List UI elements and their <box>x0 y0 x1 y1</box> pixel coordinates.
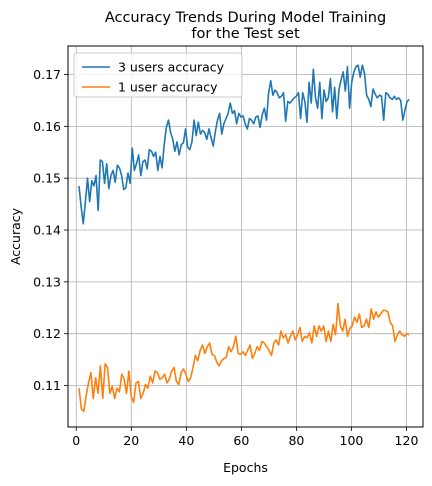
y-tick-label: 0.14 <box>33 223 61 238</box>
y-tick-label: 0.17 <box>33 67 61 82</box>
series-lines <box>78 64 410 413</box>
legend: 3 users accuracy 1 user accuracy <box>73 52 243 98</box>
x-tick-label: 40 <box>178 433 194 448</box>
series-line-3-users-accuracy <box>78 64 410 225</box>
chart-title-line-1: Accuracy Trends During Model Training <box>105 10 386 26</box>
axis-ticks: 0 20 40 60 80 100 120 0.11 0.12 0.13 0.14 0.15 0.16 0… <box>33 67 418 448</box>
plot-area-frame <box>67 45 424 428</box>
y-tick-label: 0.11 <box>33 378 61 393</box>
y-axis-label: Accuracy <box>8 207 23 265</box>
x-tick-label: 60 <box>233 433 249 448</box>
x-tick-label: 20 <box>123 433 139 448</box>
series-line-1-user-accuracy <box>78 302 410 413</box>
x-tick-label: 120 <box>395 433 419 448</box>
y-tick-label: 0.15 <box>33 171 61 186</box>
legend-label-1-user: 1 user accuracy <box>118 80 218 95</box>
y-tick-label: 0.13 <box>33 274 61 289</box>
y-tick-label: 0.12 <box>33 326 61 341</box>
x-axis-label: Epochs <box>223 460 268 475</box>
y-tick-label: 0.16 <box>33 119 61 134</box>
x-tick-label: 0 <box>72 433 80 448</box>
legend-box <box>73 52 243 98</box>
legend-label-3-users: 3 users accuracy <box>118 60 225 75</box>
x-tick-label: 80 <box>288 433 304 448</box>
chart-title-line-2: for the Test set <box>191 26 300 42</box>
x-tick-label: 100 <box>340 433 364 448</box>
